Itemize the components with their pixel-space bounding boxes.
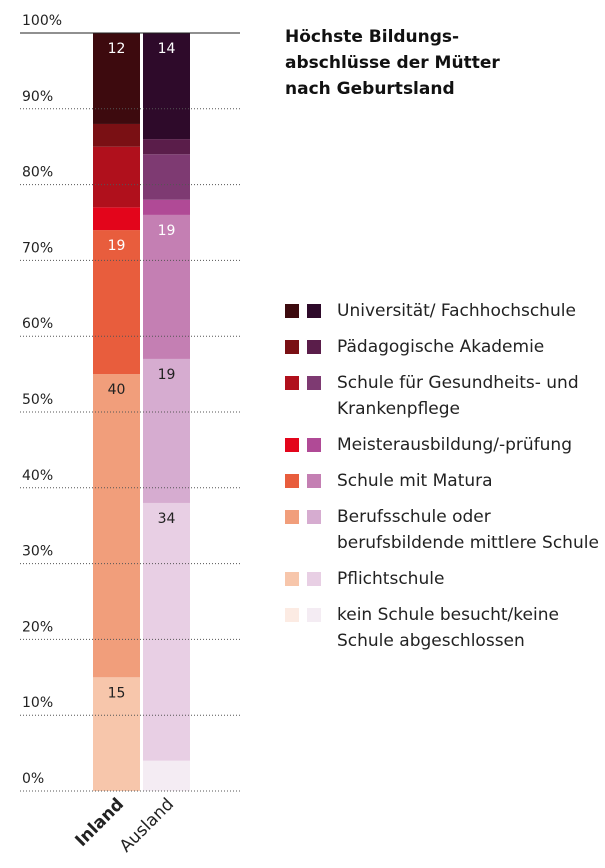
legend-item: Pflichtschule — [285, 566, 600, 592]
title-line: abschlüsse der Mütter — [285, 53, 500, 73]
legend-label: Meisterausbildung/-prüfung — [337, 435, 572, 455]
bar-segment — [143, 199, 190, 215]
bar-segment — [143, 33, 190, 140]
data-label: 34 — [158, 511, 176, 527]
legend-swatch — [285, 376, 299, 390]
legend-swatch — [307, 376, 321, 390]
bar-segment — [143, 154, 190, 200]
legend-swatch — [307, 474, 321, 488]
legend: Universität/ Fachhochschule Pädagogische … — [285, 298, 600, 664]
data-label: 19 — [158, 367, 176, 383]
legend-item: kein Schule besucht/keine Schule abgesch… — [285, 602, 600, 654]
bar-segment — [93, 146, 140, 208]
data-label: 19 — [158, 223, 176, 239]
y-tick-label: 60% — [22, 316, 53, 332]
legend-swatch — [307, 510, 321, 524]
legend-label: kein Schule besucht/keine Schule abgesch… — [337, 605, 559, 651]
data-label: 40 — [108, 382, 126, 398]
bar-segment — [143, 760, 190, 791]
data-label: 19 — [108, 238, 126, 254]
title-line: nach Geburtsland — [285, 79, 455, 99]
legend-swatch — [285, 510, 299, 524]
y-tick-label: 80% — [22, 165, 53, 181]
legend-label: Schule für Gesundheits- und Krankenpfleg… — [337, 373, 579, 419]
y-tick-label: 50% — [22, 392, 53, 408]
legend-label: Universität/ Fachhochschule — [337, 301, 576, 321]
legend-item: Universität/ Fachhochschule — [285, 298, 600, 324]
legend-swatch — [307, 608, 321, 622]
y-tick-label: 40% — [22, 468, 53, 484]
y-tick-label: 0% — [22, 771, 44, 787]
y-tick-label: 30% — [22, 544, 53, 560]
legend-label: Berufsschule oder berufsbildende mittler… — [337, 507, 599, 553]
y-tick-label: 70% — [22, 240, 53, 256]
y-tick-label: 100% — [22, 13, 62, 29]
bar-segment — [143, 502, 190, 761]
legend-swatch — [285, 340, 299, 354]
legend-label: Pflichtschule — [337, 569, 445, 589]
data-label: 14 — [158, 41, 176, 57]
legend-item: Meisterausbildung/-prüfung — [285, 432, 600, 458]
legend-item: Berufsschule oder berufsbildende mittler… — [285, 504, 600, 556]
bar-segment — [143, 214, 190, 359]
legend-item: Pädagogische Akademie — [285, 334, 600, 360]
y-tick-label: 90% — [22, 89, 53, 105]
legend-label: Pädagogische Akademie — [337, 337, 545, 357]
bar-segment — [93, 207, 140, 231]
legend-swatch — [307, 304, 321, 318]
legend-swatch — [285, 438, 299, 452]
bar-segment — [93, 123, 140, 147]
chart-title: Höchste Bildungs-abschlüsse der Mütter na… — [285, 24, 500, 102]
data-label: 15 — [108, 685, 126, 701]
legend-swatch — [285, 304, 299, 318]
legend-swatch — [285, 572, 299, 586]
data-label: 12 — [108, 41, 126, 57]
y-tick-label: 10% — [22, 695, 53, 711]
legend-swatch — [307, 438, 321, 452]
legend-label: Schule mit Matura — [337, 471, 493, 491]
legend-item: Schule für Gesundheits- und Krankenpfleg… — [285, 370, 600, 422]
bar-segment — [143, 358, 190, 503]
bar-segment — [93, 230, 140, 375]
legend-swatch — [307, 340, 321, 354]
legend-swatch — [285, 608, 299, 622]
bar-segment — [143, 139, 190, 155]
legend-swatch — [307, 572, 321, 586]
bar-segment — [93, 374, 140, 678]
bar-segment — [93, 677, 140, 791]
y-tick-label: 20% — [22, 619, 53, 635]
title-line: Höchste Bildungs- — [285, 27, 460, 47]
x-tick-label: Ausland — [116, 794, 178, 856]
legend-swatch — [285, 474, 299, 488]
legend-item: Schule mit Matura — [285, 468, 600, 494]
